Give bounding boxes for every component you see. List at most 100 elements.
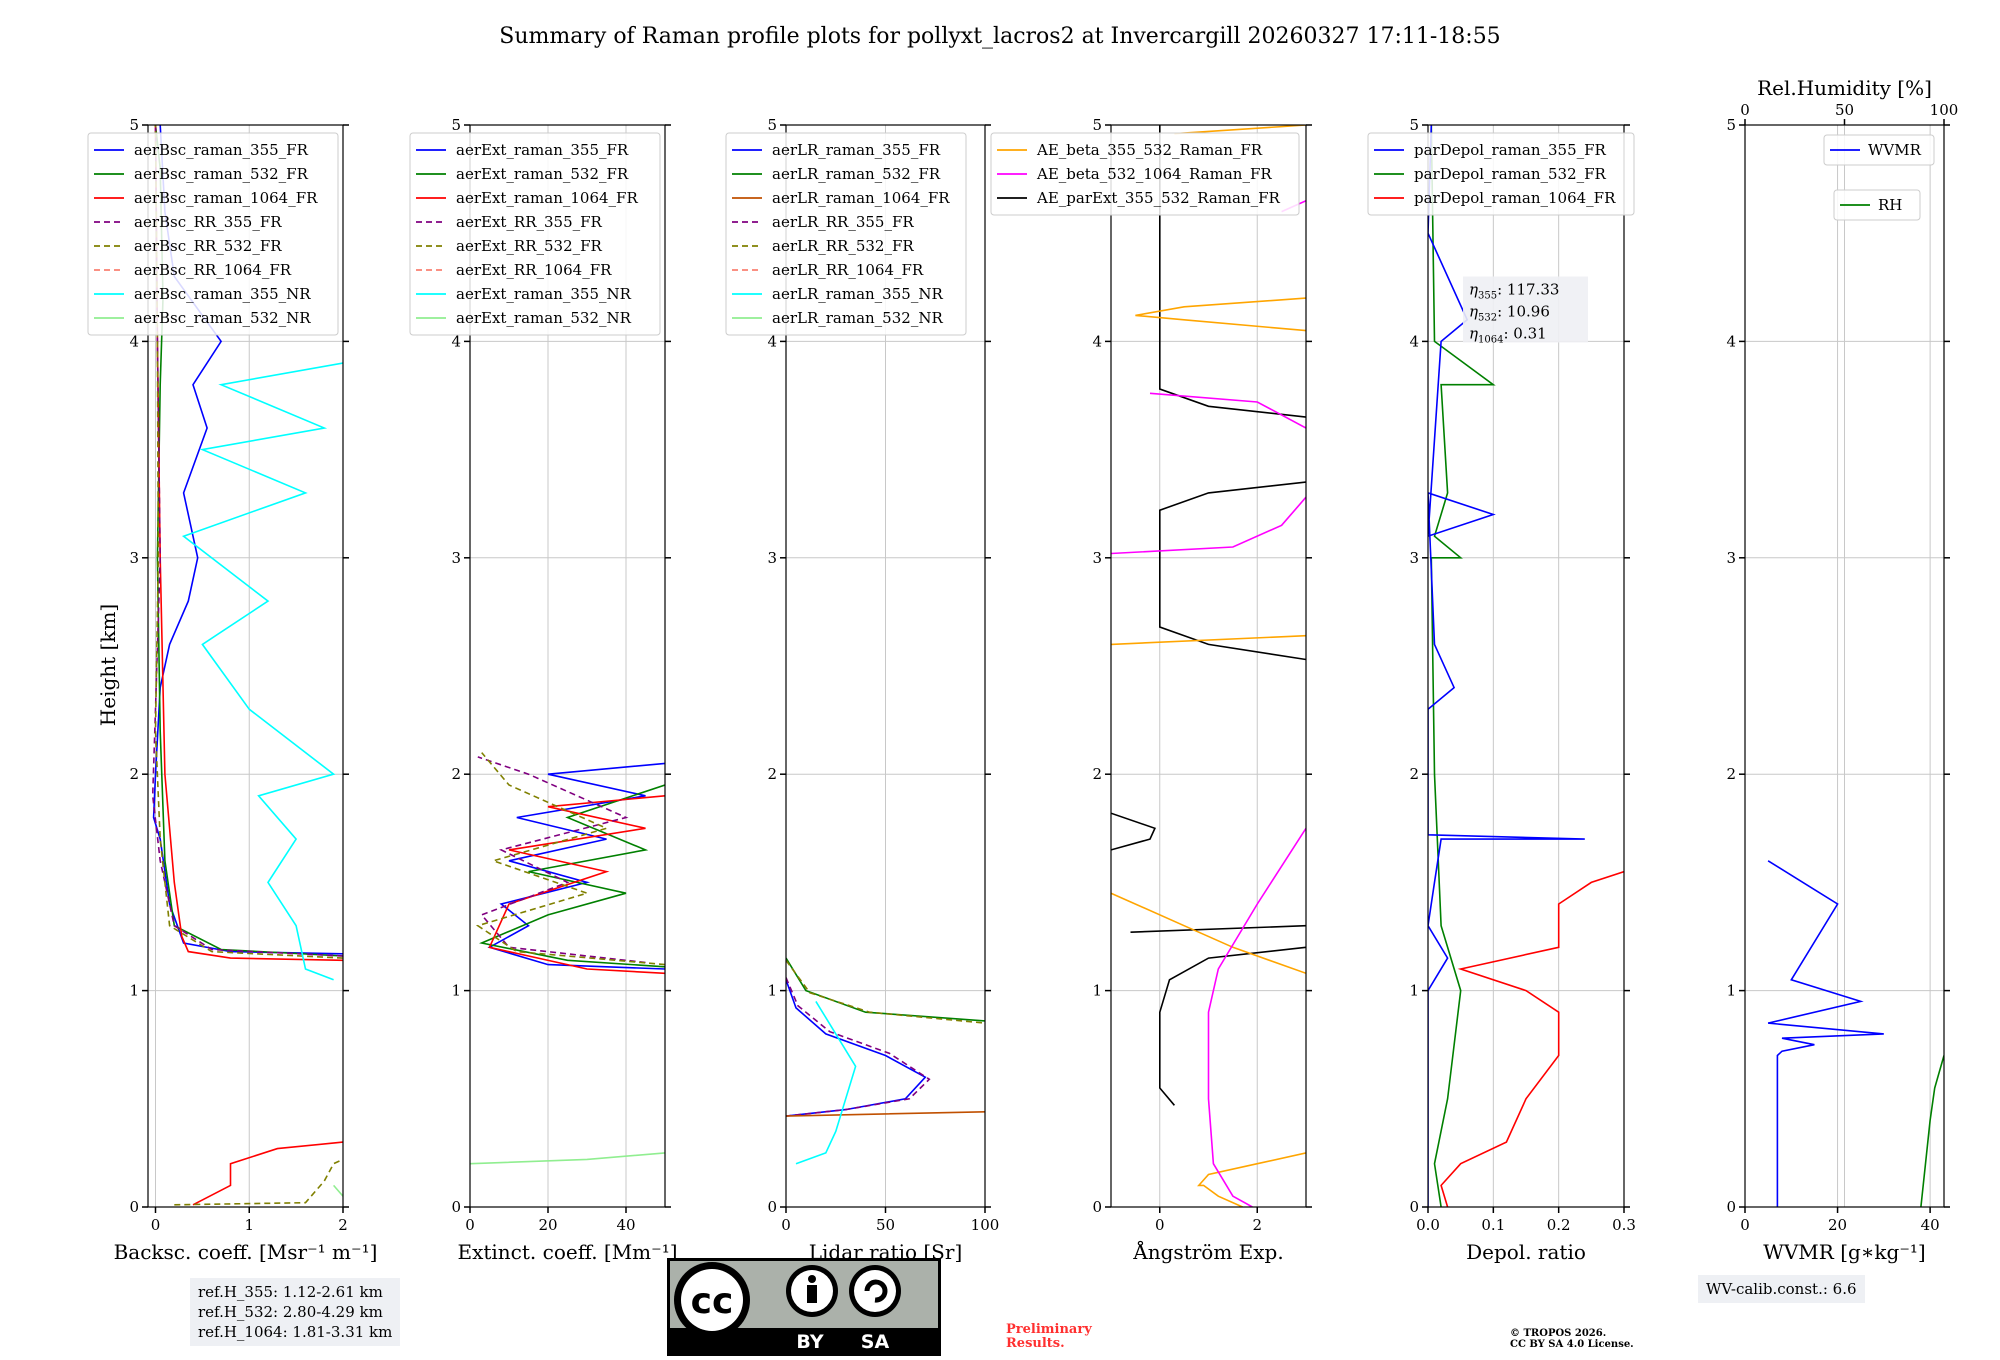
axes-frame [147,124,344,1208]
chart-title: Summary of Raman profile plots for polly… [499,24,1500,49]
x-tick-label: 0 [781,1216,791,1234]
legend-label: aerExt_raman_532_FR [456,165,629,183]
series-AE_parExt_355_532_Raman_FR_d [1159,481,1306,661]
series-AE_beta_355_532_Raman_FR [1197,1152,1306,1207]
legend-label: AE_beta_532_1064_Raman_FR [1036,165,1272,183]
y-tick-label: 3 [1092,549,1102,567]
legend-label: aerLR_raman_355_NR [772,285,943,303]
y-axis-label: Height [km] [96,604,120,726]
legend-label: aerExt_raman_355_NR [456,285,632,303]
y-tick-label: 3 [451,549,461,567]
series-aerExt_raman_532_NR [470,1152,665,1165]
legend-label: aerLR_RR_355_FR [772,213,914,231]
series-aerBsc_RR_532_FR_low [174,1158,343,1206]
y-tick-label: 0 [767,1198,777,1216]
y-tick-label: 4 [451,332,461,350]
series-aerExt_RR_532_FR [475,752,665,966]
rh-tick-label: 50 [1835,101,1854,119]
series-aerBsc_raman_532_NR [332,1184,343,1197]
x-axis-label: Ångström Exp. [1132,1239,1283,1264]
y-tick-label: 4 [1092,332,1102,350]
series-AE_beta_355_532_Raman_FR_e [1174,125,1306,135]
y-tick-label: 1 [1092,982,1102,1000]
legend-label: aerExt_raman_532_NR [456,309,632,327]
series-WVMR [1767,860,1884,1207]
legend-label: aerLR_raman_1064_FR [772,189,950,207]
series-AE_beta_355_532_Raman_FR_d [1135,297,1306,332]
legend-label: AE_parExt_355_532_Raman_FR [1036,189,1281,207]
series-aerBsc_raman_1064_FR [192,1141,343,1206]
x-tick-label: 1 [244,1216,254,1234]
legend-label: aerLR_raman_532_NR [772,309,943,327]
y-tick-label: 1 [1726,982,1736,1000]
legend-box [409,132,661,336]
series-aerExt_raman_1064_FR [488,795,665,975]
series-RH [1920,1055,1944,1207]
axes-frame [1110,124,1307,1208]
legend-label: aerLR_raman_532_FR [772,165,941,183]
series-AE_beta_532_1064_Raman_FR [1207,827,1306,1207]
x-tick-label: 0 [1155,1216,1165,1234]
y-tick-label: 4 [129,332,139,350]
y-tick-label: 5 [451,116,461,134]
legend-label: aerExt_raman_1064_FR [456,189,638,207]
panel-bsc: 0 1 2 3 4 5 0 1 2 Backsc. coeff. [Msr⁻¹ m⁻¹] aerBs… [87,116,377,1264]
preliminary-line-2: Results. [1006,1336,1065,1351]
y-tick-label: 0 [1092,1198,1102,1216]
y-tick-label: 4 [1409,332,1419,350]
legend-label: aerLR_raman_355_FR [772,141,941,159]
series-AE_beta_355_532_Raman_FR_c [1111,634,1306,646]
y-tick-label: 5 [767,116,777,134]
legend-label: parDepol_raman_1064_FR [1414,189,1616,207]
panel-ext: 0 1 2 3 4 5 0 20 40 Extinct. coeff. [Mm⁻¹] aerExt_… [409,116,678,1264]
legend-label: aerExt_raman_355_FR [456,141,629,159]
eta-355: η355: 117.33 [1469,280,1559,301]
series-aerLR_raman_532_FR [786,957,985,1022]
series-aerLR_raman_355_FR [786,979,927,1117]
series-group [786,957,985,1165]
rh-axis-label: Rel.Humidity [%] [1757,76,1932,100]
legend-box [990,132,1300,216]
legend-label: aerBsc_raman_355_NR [134,285,311,303]
series-parDepol_raman_355_FR [1428,125,1585,1207]
series-aerBsc_RR_532_FR [154,125,343,959]
x-tick-label: 40 [1921,1216,1940,1234]
x-tick-label: 100 [971,1216,1000,1234]
legend-label: aerExt_RR_1064_FR [456,261,612,279]
series-group [1767,860,1944,1207]
series-AE_parExt_355_532_Raman_FR_b [1130,924,1306,933]
series-AE_beta_532_1064_Raman_FR_c [1149,392,1306,429]
legend-label: parDepol_raman_532_FR [1414,165,1607,183]
panel-depol: 0 1 2 3 4 5 0.0 0.1 0.2 0.3 Depol. ratio parDepol_r… [1367,116,1636,1264]
legend-box-0 [1823,134,1935,166]
y-tick-label: 1 [129,982,139,1000]
legend-label: aerBsc_raman_355_FR [134,141,309,159]
legend-label: aerBsc_raman_532_FR [134,165,309,183]
series-aerLR_RR_532_FR [786,959,985,1024]
series-group [1428,125,1624,1207]
y-tick-label: 2 [451,765,461,783]
wv-calib-box: WV-calib.const.: 6.6 [1698,1275,1865,1303]
legend-label: aerLR_RR_532_FR [772,237,914,255]
legend-label: parDepol_raman_355_FR [1414,141,1607,159]
axes-frame [469,124,666,1208]
series-aerLR_RR_355_FR [786,977,931,1117]
y-tick-label: 2 [767,765,777,783]
legend-label: aerBsc_raman_532_NR [134,309,311,327]
copyright-line-2: CC BY SA 4.0 License. [1510,1339,1634,1350]
x-tick-label: 0 [151,1216,161,1234]
preliminary-note: Preliminary Results. [1006,1323,1092,1351]
legend-label: WVMR [1868,141,1922,159]
x-tick-label: 50 [876,1216,895,1234]
legend-label: aerBsc_RR_532_FR [134,237,282,255]
x-axis-label: WVMR [g∗kg⁻¹] [1763,1240,1925,1264]
y-tick-label: 5 [129,116,139,134]
y-tick-label: 0 [1726,1198,1736,1216]
x-tick-label: 0.3 [1612,1216,1636,1234]
cc-sa-label: SA [861,1331,890,1353]
y-tick-label: 0 [1409,1198,1419,1216]
copyright-note: © TROPOS 2026. CC BY SA 4.0 License. [1510,1328,1634,1350]
legend-box [87,132,339,336]
